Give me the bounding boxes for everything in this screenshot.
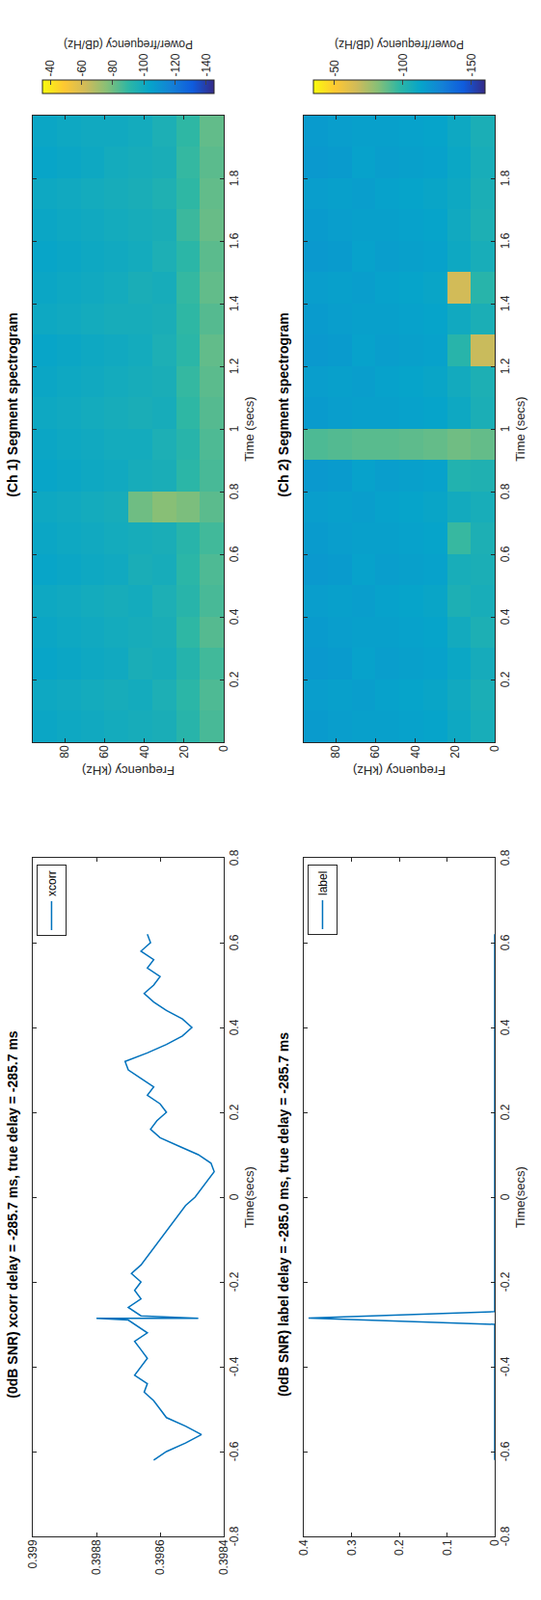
svg-text:0.6: 0.6 [227,934,242,951]
svg-text:1: 1 [498,425,513,433]
svg-text:1.8: 1.8 [227,169,242,187]
svg-text:0.399: 0.399 [26,1540,40,1569]
svg-text:0.8: 0.8 [227,483,242,500]
svg-text:(0dB SNR) xcorr delay = -285.7: (0dB SNR) xcorr delay = -285.7 ms, true … [4,1030,21,1400]
svg-text:0.2: 0.2 [392,1540,406,1557]
svg-text:80: 80 [57,745,72,759]
svg-text:-0.2: -0.2 [498,1271,513,1293]
svg-text:0: 0 [498,1193,513,1201]
svg-text:0.3: 0.3 [345,1540,359,1557]
svg-text:Frequency (kHz): Frequency (kHz) [352,763,446,779]
svg-text:60: 60 [97,745,111,759]
svg-text:(0dB SNR) label delay = -285.0: (0dB SNR) label delay = -285.0 ms, true … [275,1032,292,1398]
svg-text:0.8: 0.8 [498,849,513,866]
svg-text:0.4: 0.4 [227,608,242,625]
svg-text:80: 80 [328,745,343,759]
svg-text:40: 40 [408,745,423,759]
svg-text:-0.6: -0.6 [498,1441,513,1462]
svg-text:Time (secs): Time (secs) [513,396,528,461]
svg-text:0.6: 0.6 [498,934,513,951]
svg-text:0: 0 [487,745,502,753]
svg-text:0.2: 0.2 [498,671,513,688]
svg-text:Time (secs): Time (secs) [242,396,257,461]
svg-text:0.3986: 0.3986 [153,1540,167,1576]
svg-text:1.2: 1.2 [498,357,513,375]
svg-text:20: 20 [448,745,462,759]
svg-text:-150: -150 [464,53,479,77]
svg-text:Frequency (kHz): Frequency (kHz) [81,763,175,779]
svg-text:1.4: 1.4 [498,295,513,312]
svg-text:-0.6: -0.6 [227,1441,242,1462]
svg-text:1.4: 1.4 [227,295,242,312]
svg-text:1.2: 1.2 [227,357,242,375]
svg-text:-0.2: -0.2 [227,1271,242,1293]
svg-text:0.8: 0.8 [498,483,513,500]
svg-text:0.3988: 0.3988 [89,1540,104,1576]
svg-text:1: 1 [227,425,242,433]
svg-text:1.6: 1.6 [498,232,513,249]
svg-text:0.4: 0.4 [498,608,513,625]
svg-text:-0.8: -0.8 [498,1526,513,1547]
svg-text:0.2: 0.2 [227,671,242,688]
svg-text:0: 0 [227,1193,242,1201]
svg-text:-0.4: -0.4 [498,1356,513,1378]
svg-text:0.6: 0.6 [227,545,242,563]
svg-text:Time(secs): Time(secs) [513,1166,528,1229]
svg-text:-60: -60 [75,59,89,78]
svg-text:0.8: 0.8 [227,849,242,866]
svg-text:Power/frequency (dB/Hz): Power/frequency (dB/Hz) [334,37,464,52]
svg-text:-100: -100 [136,53,151,77]
svg-text:0: 0 [487,1540,502,1547]
svg-text:Time(secs): Time(secs) [242,1166,257,1229]
svg-text:0.6: 0.6 [498,545,513,563]
svg-text:(Ch 1) Segment spectrogram: (Ch 1) Segment spectrogram [4,312,21,497]
svg-text:0.4: 0.4 [227,1019,242,1036]
svg-text:1.6: 1.6 [227,232,242,249]
svg-text:0.4: 0.4 [297,1540,311,1557]
svg-text:-40: -40 [43,59,57,78]
svg-text:Power/frequency (dB/Hz): Power/frequency (dB/Hz) [63,37,193,52]
svg-text:(Ch 2) Segment spectrogram: (Ch 2) Segment spectrogram [275,312,292,497]
svg-text:-50: -50 [327,59,342,78]
svg-text:20: 20 [177,745,191,759]
svg-text:-0.8: -0.8 [227,1526,242,1547]
svg-text:0: 0 [216,745,231,753]
svg-text:label: label [316,871,330,896]
svg-text:0.4: 0.4 [498,1019,513,1036]
svg-text:1.8: 1.8 [498,169,513,187]
svg-text:60: 60 [368,745,382,759]
svg-text:0.2: 0.2 [227,1104,242,1121]
svg-text:xcorr: xcorr [45,870,59,897]
svg-text:40: 40 [137,745,152,759]
svg-text:-140: -140 [199,53,214,77]
svg-text:-120: -120 [168,53,183,77]
svg-text:0.3984: 0.3984 [216,1540,231,1576]
svg-text:0.1: 0.1 [440,1540,455,1557]
svg-text:-0.4: -0.4 [227,1356,242,1378]
svg-text:0.2: 0.2 [498,1104,513,1121]
svg-text:-100: -100 [396,53,410,77]
svg-text:-80: -80 [106,59,120,78]
